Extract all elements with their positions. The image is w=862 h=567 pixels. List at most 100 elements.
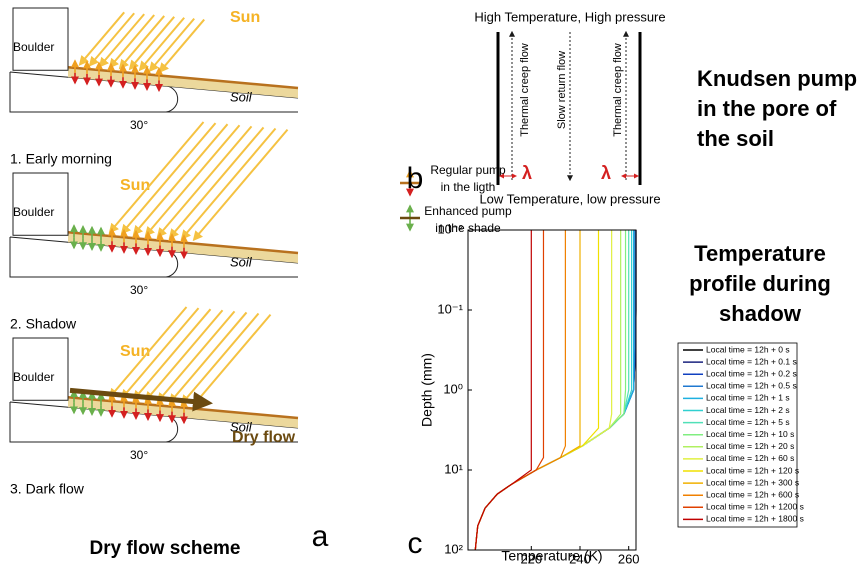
- step-caption: 1. Early morning: [10, 151, 112, 167]
- profile-line: [474, 230, 633, 551]
- dry-flow-arrow: [69, 387, 213, 412]
- sun-ray: [128, 16, 175, 71]
- y-tick-label: 10⁻¹: [437, 301, 463, 316]
- legend-label: Local time = 12h + 300 s: [706, 477, 799, 487]
- legend-label: Local time = 12h + 0.2 s: [706, 368, 797, 378]
- sun-ray: [180, 312, 260, 406]
- panel-letter: c: [408, 527, 423, 560]
- top-label: High Temperature, High pressure: [474, 9, 665, 24]
- x-tick-label: 240: [569, 551, 591, 566]
- sun-ray: [118, 15, 165, 70]
- sun-ray: [98, 13, 145, 68]
- sun-label: Sun: [230, 9, 260, 26]
- y-axis-label: Depth (mm): [419, 353, 435, 427]
- sun-ray: [156, 125, 253, 238]
- sun-ray: [108, 14, 155, 69]
- panel-b-title: Knudsen pump: [697, 66, 857, 91]
- boulder-label: Boulder: [13, 40, 54, 54]
- plot-frame: [467, 229, 637, 551]
- boulder-label: Boulder: [13, 370, 54, 384]
- legend-label: Local time = 12h + 20 s: [706, 441, 794, 451]
- step-caption: 2. Shadow: [10, 316, 77, 332]
- sun-ray: [138, 17, 185, 72]
- y-tick-label: 10⁰: [443, 381, 463, 396]
- sun-ray: [148, 17, 195, 73]
- legend-label: Local time = 12h + 0.5 s: [706, 381, 797, 391]
- boulder: [12, 7, 69, 71]
- profile-line: [474, 230, 636, 551]
- legend-label: Local time = 12h + 1 s: [706, 393, 790, 403]
- flow-label: Thermal creep flow: [519, 43, 531, 137]
- x-axis-label: Temperature (K): [501, 548, 602, 564]
- sun-ray: [144, 124, 241, 237]
- x-tick-label: 260: [618, 551, 640, 566]
- chart-title: Temperature: [694, 241, 826, 266]
- boulder-label: Boulder: [13, 205, 54, 219]
- y-tick-label: 10²: [444, 541, 463, 556]
- sun-label: Sun: [120, 343, 150, 360]
- angle-label: 30°: [130, 283, 148, 297]
- legend-label: Local time = 12h + 0 s: [706, 344, 790, 354]
- legend-label: Local time = 12h + 60 s: [706, 453, 794, 463]
- soil-label: Soil: [230, 89, 253, 104]
- legend-label: Local time = 12h + 120 s: [706, 465, 799, 475]
- panel-letter: a: [312, 520, 329, 553]
- sun-ray: [88, 12, 135, 67]
- soil-surface: [67, 230, 299, 255]
- panel-b-title: in the pore of: [697, 96, 837, 121]
- soil-layer: [68, 232, 298, 263]
- sun-ray: [168, 126, 265, 239]
- legend-text: in the shade: [435, 221, 501, 235]
- legend-label: Local time = 12h + 600 s: [706, 489, 799, 499]
- soil-label: Soil: [230, 419, 253, 434]
- legend-text: Enhanced pump: [424, 204, 512, 218]
- profile-line: [474, 230, 532, 551]
- sun-ray: [192, 128, 289, 242]
- sun-ray: [132, 308, 212, 401]
- legend-label: Local time = 12h + 2 s: [706, 405, 790, 415]
- lambda-label: λ: [522, 163, 532, 183]
- legend-label: Local time = 12h + 5 s: [706, 417, 790, 427]
- legend-label: Local time = 12h + 0.1 s: [706, 356, 797, 366]
- profile-line: [474, 230, 630, 551]
- step-caption: 3. Dark flow: [10, 481, 85, 497]
- soil-layer: [68, 397, 298, 428]
- bottom-label: Low Temperature, low pressure: [479, 191, 660, 206]
- legend-label: Local time = 12h + 10 s: [706, 429, 794, 439]
- legend-label: Local time = 12h + 1800 s: [706, 514, 804, 524]
- x-tick-label: 220: [520, 551, 542, 566]
- panel-letter: b: [407, 162, 424, 195]
- y-tick-label: 10¹: [444, 461, 463, 476]
- soil-surface: [67, 65, 299, 90]
- sun-ray: [158, 18, 205, 74]
- profile-line: [474, 230, 635, 551]
- sun-ray: [192, 313, 272, 407]
- sun-ray: [156, 310, 236, 403]
- sun-label: Sun: [120, 177, 150, 194]
- chart-title: profile during: [689, 271, 831, 296]
- legend-label: Local time = 12h + 1200 s: [706, 502, 804, 512]
- sun-ray: [144, 309, 224, 402]
- flow-label: Slow return flow: [556, 51, 568, 129]
- profile-line: [474, 230, 627, 551]
- panel-b-title: the soil: [697, 126, 774, 151]
- angle-arc: [162, 415, 179, 443]
- sun-ray: [120, 122, 217, 235]
- dry-flow-label: Dry flow: [232, 429, 296, 446]
- figure-title: Dry flow scheme: [90, 538, 241, 559]
- sun-ray: [108, 121, 205, 234]
- profile-line: [474, 230, 566, 551]
- soil-surface: [67, 395, 299, 420]
- panel-a: Boulder Soil 30° 1. Early morning Sun Boulder…: [9, 7, 512, 559]
- soil-layer: [68, 67, 298, 98]
- angle-arc: [162, 85, 179, 113]
- panel-b: High Temperature, High pressure Low Tempe…: [407, 9, 857, 206]
- sun-ray: [78, 11, 125, 66]
- chart-title: shadow: [719, 301, 802, 326]
- angle-arc: [162, 250, 179, 278]
- angle-label: 30°: [130, 448, 148, 462]
- sun-ray: [108, 306, 188, 399]
- lambda-label: λ: [601, 163, 611, 183]
- soil-label: Soil: [230, 254, 253, 269]
